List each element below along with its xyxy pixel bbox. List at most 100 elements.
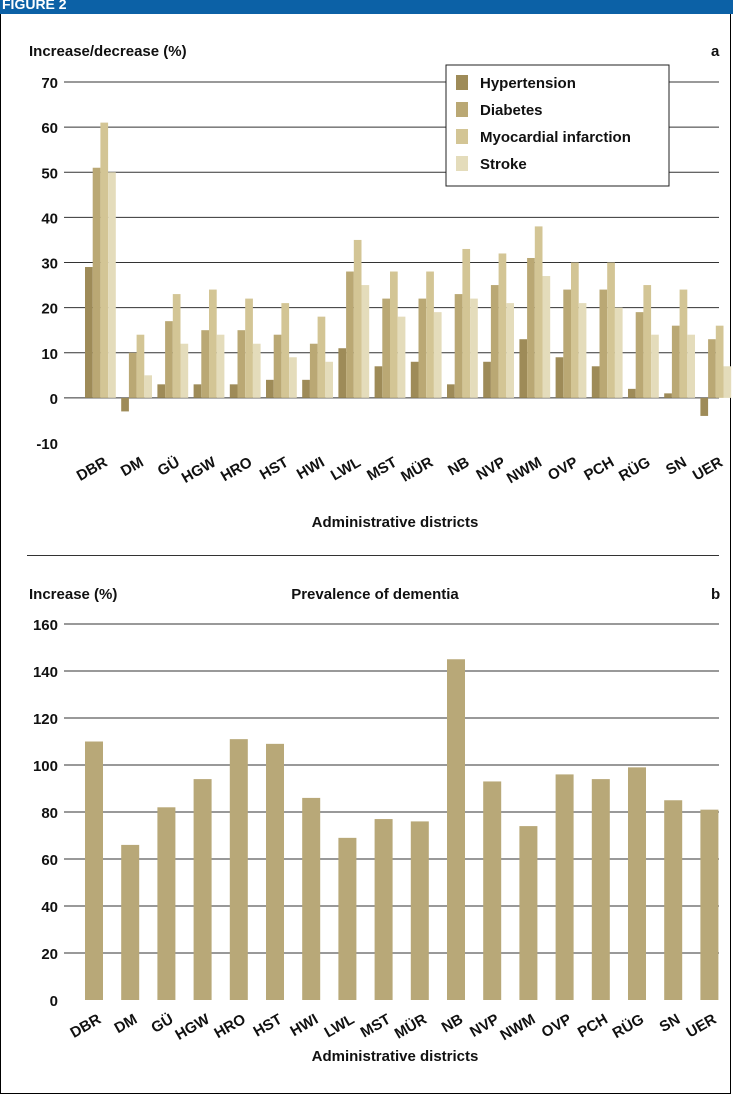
b-x-tick-label: GÜ bbox=[148, 1011, 176, 1037]
b-x-tick-label: NB bbox=[439, 1011, 466, 1037]
b-bar-pch bbox=[591, 779, 610, 1000]
legend-label-myocardial-infarction: Myocardial infarction bbox=[480, 129, 631, 146]
a-bar-nvp-stroke bbox=[506, 303, 514, 398]
legend-label-diabetes: Diabetes bbox=[480, 102, 543, 119]
b-x-tick-label: DBR bbox=[67, 1011, 104, 1042]
b-bar-nvp bbox=[483, 781, 502, 1000]
b-x-tick-label: SN bbox=[657, 1011, 684, 1036]
a-bar-nwm-diabetes bbox=[527, 257, 535, 398]
a-bar-hgw-stroke bbox=[216, 334, 225, 398]
a-bar-rug-myocardial-infarction bbox=[643, 285, 652, 398]
a-bar-ovp-hypertension bbox=[555, 357, 564, 398]
a-bar-nb-myocardial-infarction bbox=[462, 248, 471, 398]
a-bar-lwl-myocardial-infarction bbox=[353, 239, 362, 398]
a-x-tick-label: HWI bbox=[294, 454, 328, 483]
a-bar-nb-hypertension bbox=[447, 384, 455, 398]
chart-b-x-axis-label: Administrative districts bbox=[312, 1048, 479, 1065]
a-bar-mst-stroke bbox=[397, 316, 406, 398]
a-bar-nwm-myocardial-infarction bbox=[534, 226, 543, 398]
a-bar-hwi-diabetes bbox=[309, 343, 318, 398]
a-bar-hst-diabetes bbox=[273, 334, 282, 398]
a-bar-nvp-hypertension bbox=[483, 361, 491, 398]
a-bar-pch-diabetes bbox=[599, 289, 608, 398]
a-bar-ovp-diabetes bbox=[563, 289, 571, 398]
chart-b-y-axis-label: Increase (%) bbox=[29, 586, 117, 603]
chart-a-bars bbox=[85, 122, 732, 416]
a-y-tick-label: 0 bbox=[50, 391, 58, 408]
a-y-tick-label: 70 bbox=[41, 75, 58, 92]
chart-a-legend: Hypertension Diabetes Myocardial infarctio… bbox=[445, 64, 670, 187]
a-bar-mst-diabetes bbox=[382, 298, 390, 398]
a-x-tick-label: DBR bbox=[74, 454, 111, 485]
b-bar-lwl bbox=[338, 837, 357, 1000]
a-bar-sn-myocardial-infarction bbox=[679, 289, 688, 398]
a-y-tick-label: 10 bbox=[41, 346, 58, 363]
chart-a-y-axis-label: Increase/decrease (%) bbox=[29, 43, 187, 60]
a-bar-dm-stroke bbox=[144, 375, 152, 398]
a-x-tick-label: DM bbox=[118, 454, 147, 480]
a-bar-uer-myocardial-infarction bbox=[715, 325, 724, 398]
b-bar-uer bbox=[700, 809, 719, 1000]
chart-b-bars bbox=[85, 659, 719, 1000]
a-bar-gu-myocardial-infarction bbox=[172, 294, 181, 398]
panel-divider bbox=[27, 555, 719, 556]
figure-label: FIGURE 2 bbox=[2, 0, 67, 12]
b-bar-gu bbox=[157, 807, 176, 1000]
b-bar-mur bbox=[410, 821, 429, 1000]
a-bar-hgw-myocardial-infarction bbox=[209, 289, 217, 398]
a-bar-hro-stroke bbox=[252, 343, 261, 398]
a-y-tick-label: 20 bbox=[41, 301, 58, 318]
b-bar-hst bbox=[266, 743, 284, 1000]
a-bar-ovp-stroke bbox=[578, 303, 587, 398]
a-bar-lwl-diabetes bbox=[346, 271, 354, 398]
b-x-tick-label: NVP bbox=[467, 1011, 502, 1041]
a-bar-hst-hypertension bbox=[266, 379, 274, 398]
a-bar-hro-diabetes bbox=[237, 330, 246, 398]
legend-box bbox=[445, 64, 670, 187]
a-bar-rug-hypertension bbox=[628, 388, 636, 398]
b-bar-nwm bbox=[519, 826, 538, 1000]
b-x-tick-label: PCH bbox=[575, 1011, 611, 1042]
chart-b-y-tick-labels: 0 20 40 60 80 100 120 140 160 bbox=[33, 617, 58, 1010]
chart-b-title: Prevalence of dementia bbox=[291, 586, 459, 603]
a-bar-uer-stroke bbox=[723, 366, 732, 398]
a-x-tick-label: UER bbox=[690, 454, 726, 485]
a-y-tick-label: 30 bbox=[41, 256, 58, 273]
b-x-tick-label: HST bbox=[251, 1011, 285, 1041]
a-x-tick-label: RÜG bbox=[616, 454, 653, 485]
a-y-tick-label: 60 bbox=[41, 120, 58, 137]
a-bar-rug-stroke bbox=[651, 334, 659, 398]
chart-a-y-tick-labels: -10 0 10 20 30 40 50 60 70 bbox=[36, 75, 58, 453]
a-y-tick-label: 50 bbox=[41, 165, 58, 182]
b-bar-rug bbox=[628, 767, 646, 1000]
b-x-tick-label: UER bbox=[683, 1011, 719, 1042]
a-bar-mst-hypertension bbox=[374, 366, 383, 398]
b-y-tick-label: 140 bbox=[33, 664, 58, 681]
a-bar-dbr-diabetes bbox=[92, 167, 101, 398]
a-x-tick-label: MST bbox=[364, 454, 400, 485]
b-y-tick-label: 20 bbox=[41, 946, 58, 963]
a-bar-sn-diabetes bbox=[671, 325, 680, 398]
a-bar-sn-hypertension bbox=[664, 393, 672, 398]
b-bar-dm bbox=[121, 844, 140, 1000]
chart-a-x-axis-label: Administrative districts bbox=[312, 514, 479, 531]
a-bar-hst-myocardial-infarction bbox=[281, 303, 290, 398]
a-x-tick-label: GÜ bbox=[155, 454, 183, 480]
a-bar-lwl-hypertension bbox=[338, 348, 347, 398]
b-y-tick-label: 160 bbox=[33, 617, 58, 634]
a-y-tick-label: -10 bbox=[36, 436, 58, 453]
a-x-tick-label: MÜR bbox=[398, 454, 436, 486]
a-bar-nb-diabetes bbox=[454, 294, 463, 398]
a-x-tick-label: PCH bbox=[581, 454, 617, 485]
a-bar-hst-stroke bbox=[289, 357, 297, 398]
a-bar-dbr-hypertension bbox=[85, 267, 93, 398]
a-bar-ovp-myocardial-infarction bbox=[571, 262, 579, 398]
a-bar-pch-hypertension bbox=[591, 366, 600, 398]
legend-label-hypertension: Hypertension bbox=[480, 75, 576, 92]
b-bar-nb bbox=[447, 659, 465, 1000]
b-bar-mst bbox=[374, 819, 393, 1000]
a-bar-hgw-diabetes bbox=[201, 330, 209, 398]
b-y-tick-label: 40 bbox=[41, 899, 58, 916]
